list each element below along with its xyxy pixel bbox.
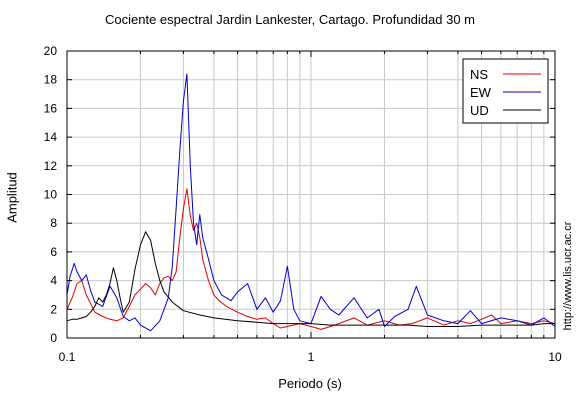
legend-label-ud: UD <box>470 103 489 118</box>
y-tick-label: 16 <box>44 101 58 115</box>
y-tick-label: 12 <box>44 159 58 173</box>
y-tick-label: 20 <box>44 44 58 58</box>
legend-label-ew: EW <box>470 85 492 100</box>
legend-label-ns: NS <box>470 67 488 82</box>
x-axis-label: Periodo (s) <box>278 376 342 391</box>
series-line-ew <box>66 73 556 332</box>
legend-box <box>462 58 549 124</box>
y-tick-label: 4 <box>50 274 57 288</box>
legend: NS EW UD <box>462 58 549 124</box>
y-tick-label: 10 <box>44 188 58 202</box>
chart-title: Cociente espectral Jardin Lankester, Car… <box>105 12 475 27</box>
series-line-ns <box>66 188 556 330</box>
x-tick-label: 0.1 <box>59 350 76 364</box>
x-tick-label: 1 <box>308 350 315 364</box>
grid <box>67 51 555 338</box>
series-line-ud <box>66 231 555 327</box>
series-lines <box>66 73 556 332</box>
x-tick-label: 10 <box>548 350 562 364</box>
y-tick-label: 8 <box>50 216 57 230</box>
y-tick-label: 6 <box>50 245 57 259</box>
y-tick-label: 18 <box>44 73 58 87</box>
tick-labels: 0 2 4 6 8 10 12 14 16 18 20 0.1 1 10 <box>44 44 562 364</box>
y-tick-label: 14 <box>44 130 58 144</box>
y-axis-label: Amplitud <box>4 172 20 223</box>
axis-ticks <box>66 50 556 339</box>
y-tick-label: 2 <box>50 302 57 316</box>
y-tick-label: 0 <box>50 331 57 345</box>
source-credit: http://www.lis.ucr.ac.cr <box>562 221 574 331</box>
